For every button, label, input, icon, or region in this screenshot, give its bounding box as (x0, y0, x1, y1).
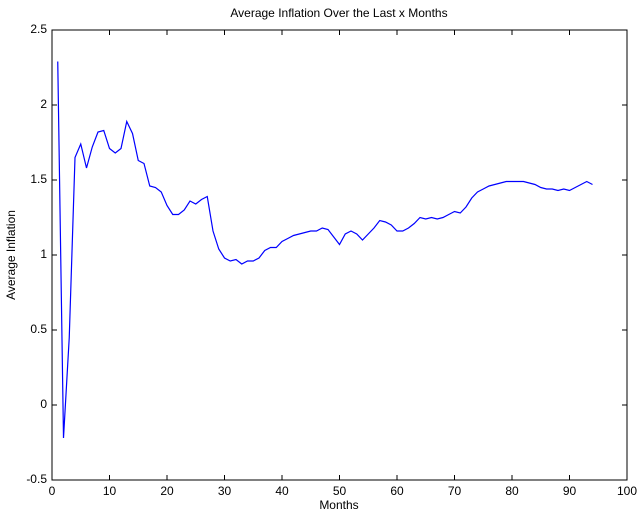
y-tick-label: -0.5 (26, 472, 47, 486)
x-tick-label: 80 (505, 484, 519, 498)
x-tick-label: 50 (333, 484, 347, 498)
data-line (57, 61, 593, 439)
y-tick-label: 0 (40, 397, 47, 411)
x-tick-label: 100 (617, 484, 637, 498)
x-tick-label: 30 (218, 484, 232, 498)
y-tick-label: 1.5 (30, 172, 47, 186)
x-tick-label: 70 (448, 484, 462, 498)
x-tick-label: 0 (49, 484, 56, 498)
y-tick-label: 2.5 (30, 22, 47, 36)
x-tick-label: 40 (275, 484, 289, 498)
y-axis-label: Average Inflation (4, 210, 18, 300)
y-tick-label: 1 (40, 247, 47, 261)
x-tick-label: 60 (390, 484, 404, 498)
x-tick-label: 10 (103, 484, 117, 498)
y-tick-label: 2 (40, 97, 47, 111)
chart-title: Average Inflation Over the Last x Months (230, 6, 447, 20)
y-tick-label: 0.5 (30, 322, 47, 336)
x-tick-label: 90 (563, 484, 577, 498)
x-tick-label: 20 (160, 484, 174, 498)
x-axis-label: Months (319, 498, 358, 512)
